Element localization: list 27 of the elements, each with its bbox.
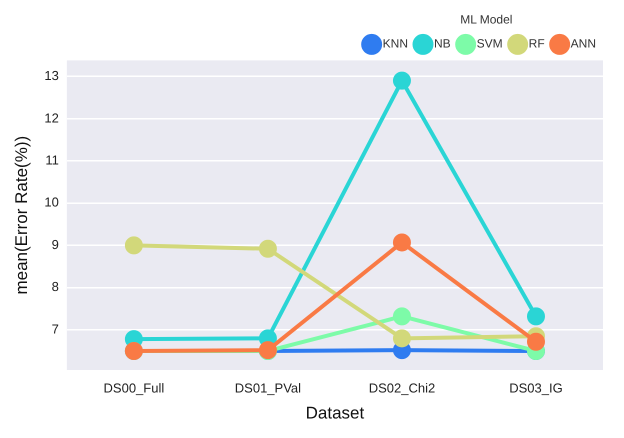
y-tick-label: 12 xyxy=(44,110,59,126)
y-tick-label: 13 xyxy=(44,68,59,84)
y-tick-label: 10 xyxy=(44,194,59,210)
point xyxy=(392,329,411,348)
legend-label: ANN xyxy=(570,36,596,51)
legend-label: RF xyxy=(528,36,545,51)
y-tick-label: 11 xyxy=(45,152,59,168)
y-axis-title: mean(Error Rate(%)) xyxy=(12,136,31,295)
point xyxy=(124,236,143,254)
point xyxy=(392,307,411,326)
x-axis-title: Dataset xyxy=(306,403,364,422)
y-tick-label: 9 xyxy=(52,236,59,252)
x-tick-label: DS03_IG xyxy=(509,380,563,396)
legend-label: NB xyxy=(434,36,451,51)
x-tick-label: DS01_PVal xyxy=(234,380,302,396)
legend-label: KNN xyxy=(382,36,408,51)
x-tick-label: DS02_Chi2 xyxy=(368,380,436,396)
point xyxy=(526,307,545,326)
legend-title: ML Model xyxy=(460,12,512,26)
point xyxy=(392,72,411,90)
legend-label: SVM xyxy=(476,36,503,51)
y-tick-label: 8 xyxy=(52,279,59,294)
point xyxy=(392,233,411,252)
y-tick-label: 7 xyxy=(52,321,59,336)
x-tick-label: DS00_Full xyxy=(104,380,164,396)
point xyxy=(258,240,277,258)
point xyxy=(526,332,545,351)
